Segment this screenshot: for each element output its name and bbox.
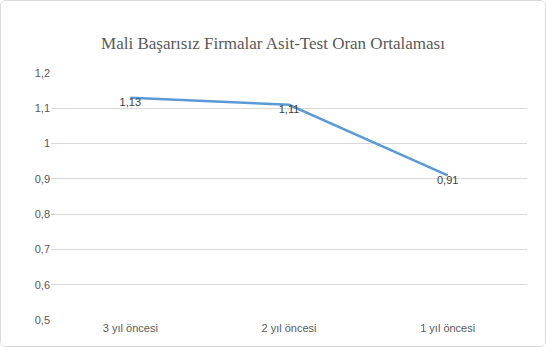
svg-text:0,9: 0,9 <box>35 173 50 185</box>
svg-text:1 yıl öncesi: 1 yıl öncesi <box>420 322 475 334</box>
svg-text:1,2: 1,2 <box>35 67 50 79</box>
svg-text:0,8: 0,8 <box>35 208 50 220</box>
svg-text:1,13: 1,13 <box>120 96 141 108</box>
svg-text:1,1: 1,1 <box>35 102 50 114</box>
svg-text:0,91: 0,91 <box>437 174 458 186</box>
svg-text:1,11: 1,11 <box>279 103 300 115</box>
svg-text:1: 1 <box>44 137 50 149</box>
svg-text:Mali Başarısız Firmalar Asit-T: Mali Başarısız Firmalar Asit-Test Oran O… <box>101 34 445 53</box>
svg-text:3 yıl öncesi: 3 yıl öncesi <box>103 322 158 334</box>
svg-text:0,7: 0,7 <box>35 243 50 255</box>
svg-text:0,6: 0,6 <box>35 279 50 291</box>
svg-text:0,5: 0,5 <box>35 314 50 326</box>
svg-text:2 yıl öncesi: 2 yıl öncesi <box>261 322 316 334</box>
